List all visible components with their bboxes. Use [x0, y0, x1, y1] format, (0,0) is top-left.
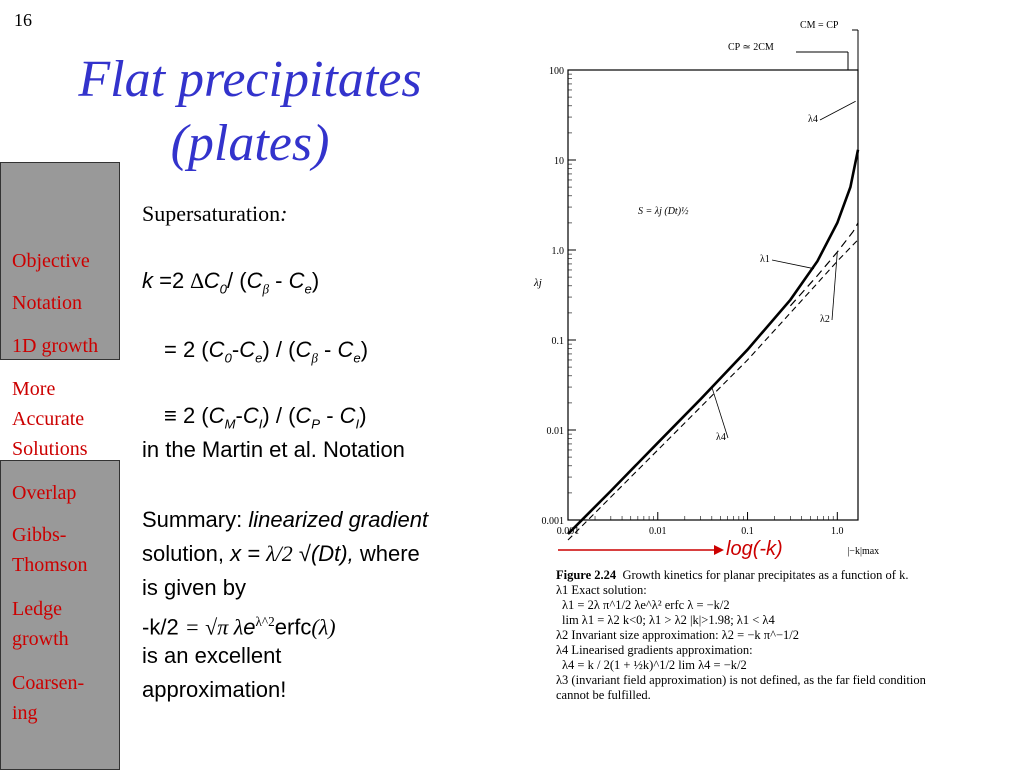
summary-emphasis: linearized gradient	[248, 507, 429, 532]
figure-label: Figure 2.24	[556, 568, 617, 582]
equation-k-definition: k =2 ∆C0/ (Cβ - Ce)	[142, 268, 320, 297]
y-tick-label: 0.01	[547, 426, 565, 437]
series-line-lambda1	[567, 149, 860, 535]
solution-line: solution, x = λ/2 √(Dt), where	[142, 541, 420, 566]
series-leader	[711, 386, 729, 439]
y-tick-label: 1.0	[552, 246, 565, 257]
growth-kinetics-chart: 0.001 0.01 0.1 1.0 10 100 0.001 0.01 0.1 1.0 λj |−k…	[533, 20, 879, 557]
caption-line: λ4 = k / 2(1 + ½k)^1/2 lim λ4 = −k/2	[562, 658, 747, 672]
solution-word: solution,	[142, 541, 231, 566]
series-leader	[831, 251, 838, 321]
caption-line: λ1 = 2λ π^1/2 λe^λ² erfc λ = −k/2	[562, 598, 730, 612]
sidebar-item-coarsening[interactable]: Coarsen- ing	[12, 668, 84, 728]
annotation-arrow	[558, 545, 724, 555]
series-label: λ4	[808, 114, 818, 125]
slide-number: 16	[14, 10, 32, 30]
sidebar-nav: Objective Notation 1D growth More Accura…	[0, 162, 120, 770]
sidebar-panel-top	[0, 162, 120, 360]
equation-label: S = λj (Dt)½	[638, 206, 689, 217]
sidebar-item-label: More	[12, 378, 56, 400]
series-label: λ1	[760, 254, 770, 265]
sidebar-item-overlap[interactable]: Overlap	[12, 482, 77, 504]
sidebar-item-label: Accurate	[12, 408, 85, 430]
series-label: λ2	[820, 314, 830, 325]
supersaturation-text: Supersaturation	[142, 201, 281, 226]
summary-label: Summary:	[142, 507, 249, 532]
series-line-lambda4	[567, 239, 859, 541]
x-tick-label: 0.001	[557, 526, 580, 537]
y-tick-label: 0.1	[552, 336, 565, 347]
given-by-line: is given by	[142, 575, 246, 600]
sidebar-item-1d-growth[interactable]: 1D growth	[12, 335, 99, 357]
top-label-cm-cp: CM = CP	[800, 20, 839, 31]
sidebar-item-label: Gibbs-	[12, 524, 67, 546]
top-label-cp-2cm: CP ≃ 2CM	[728, 42, 774, 53]
lambda-equation: -k/2 = √π λeλ^2erfc(λ)	[142, 614, 336, 640]
caption-line: λ3 (invariant field approximation) is no…	[556, 673, 926, 687]
series-label: λ4	[716, 432, 726, 443]
sidebar-item-label: ing	[12, 702, 38, 724]
x-tick-label: 1.0	[831, 526, 844, 537]
series-leader	[819, 100, 856, 121]
y-tick-label: 100	[549, 66, 564, 77]
series-line-lambda2	[789, 222, 859, 307]
approximation-line: approximation!	[142, 677, 287, 702]
x-axis-label: |−k|max	[847, 546, 879, 557]
sidebar-item-label: Thomson	[12, 554, 88, 576]
equation-k-martin-form: ≡ 2 (CM-CI) / (CP - CI)	[164, 403, 367, 432]
martin-notation-text: in the Martin et al. Notation	[142, 437, 405, 462]
title-line-1: Flat precipitates	[78, 51, 422, 108]
series-leader	[771, 259, 815, 270]
log-k-annotation: log(-k)	[726, 538, 783, 560]
y-tick-label: 0.001	[542, 516, 565, 527]
x-tick-label: 0.1	[741, 526, 754, 537]
title-line-2: (plates)	[170, 115, 330, 172]
sidebar-item-objective[interactable]: Objective	[12, 250, 90, 272]
supersaturation-label: Supersaturation:	[142, 201, 288, 226]
equation-k-second-form: = 2 (C0-Ce) / (Cβ - Ce)	[164, 337, 369, 366]
excellent-line: is an excellent	[142, 643, 282, 668]
sidebar-item-ledge-growth[interactable]: Ledge growth	[12, 594, 69, 654]
caption-line: λ1 Exact solution:	[556, 583, 647, 597]
figure-caption: Figure 2.24 Growth kinetics for planar p…	[556, 568, 1016, 703]
caption-line: lim λ1 = λ2 k<0; λ1 > λ2 |k|>1.98; λ1 < …	[562, 613, 775, 627]
plot-frame	[567, 69, 859, 521]
summary-line: Summary: linearized gradient	[142, 504, 428, 536]
caption-line: λ4 Linearised gradients approximation:	[556, 643, 753, 657]
sidebar-item-label: Ledge	[12, 598, 62, 620]
caption-line: λ2 Invariant size approximation: λ2 = −k…	[556, 628, 799, 642]
sidebar-item-label: Solutions	[12, 438, 88, 460]
sidebar-item-label: Coarsen-	[12, 672, 85, 694]
x-tick-label: 0.01	[649, 526, 667, 537]
sidebar-item-label: growth	[12, 628, 69, 650]
slide-title: Flat precipitates (plates)	[20, 48, 480, 176]
y-axis-label: λj	[533, 277, 542, 289]
caption-line: cannot be fulfilled.	[556, 688, 651, 702]
figure-text: Growth kinetics for planar precipitates …	[622, 568, 909, 582]
y-tick-label: 10	[554, 156, 564, 167]
sidebar-item-gibbs-thomson[interactable]: Gibbs- Thomson	[12, 520, 88, 580]
sidebar-item-notation[interactable]: Notation	[12, 292, 82, 314]
sidebar-item-more-accurate-solutions[interactable]: More Accurate Solutions	[12, 374, 88, 464]
where-word: where	[353, 541, 420, 566]
